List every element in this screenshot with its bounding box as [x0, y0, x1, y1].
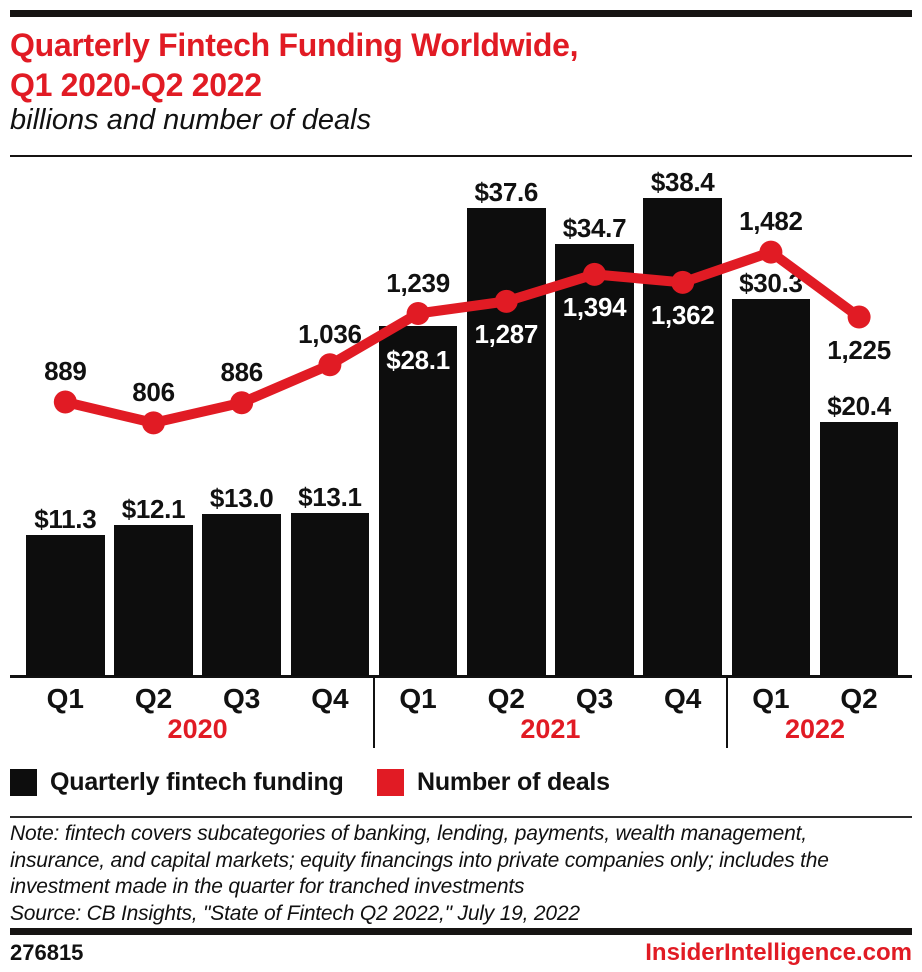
deals-value-label: 1,225 — [827, 335, 891, 366]
deals-point-0 — [53, 390, 77, 414]
deals-value-label: 1,239 — [386, 267, 450, 298]
deals-value-label: 1,036 — [298, 318, 362, 349]
note-line-2: insurance, and capital markets; equity f… — [10, 848, 829, 872]
deals-point-8 — [759, 240, 783, 264]
deals-line-chart — [53, 240, 871, 435]
funding-swatch-icon — [10, 768, 37, 796]
deals-point-2 — [230, 391, 254, 415]
funding-bar-q4-3 — [290, 512, 370, 676]
x-axis-label-q2-1: Q2 — [134, 683, 173, 714]
deals-point-3 — [318, 353, 342, 377]
deals-value-label: 806 — [132, 376, 175, 407]
deals-value-label: 1,394 — [562, 292, 627, 323]
funding-bar-q2-1 — [114, 525, 193, 676]
note-line-3: investment made in the quarter for tranc… — [10, 875, 525, 898]
x-axis-label-q4-3: Q4 — [311, 683, 349, 714]
deals-point-5 — [494, 289, 518, 313]
funding-value-label: $34.7 — [562, 212, 627, 243]
chart-title-line2: Q1 2020-Q2 2022 — [10, 67, 262, 103]
insider-intelligence-link[interactable]: InsiderIntelligence.com — [645, 939, 912, 966]
year-label-2022: 2022 — [784, 714, 846, 744]
year-label-2020: 2020 — [167, 714, 228, 744]
top-rule — [10, 10, 912, 17]
funding-value-label: $12.1 — [121, 494, 186, 525]
legend-item-funding: Quarterly fintech funding — [10, 768, 344, 796]
x-axis-label-q1-0: Q1 — [46, 683, 84, 714]
funding-value-label: $13.0 — [209, 483, 274, 514]
x-axis-label-q3-2: Q3 — [223, 683, 261, 714]
notes-divider — [10, 816, 912, 818]
footer-rule — [10, 928, 912, 935]
x-axis-label-q3-6: Q3 — [575, 683, 614, 714]
chart-plot-area: $11.3 $12.1 $13.0 $13.1 $28.1 $37.6 $34.7 $38.4… — [10, 160, 912, 748]
x-axis-label-q1-4: Q1 — [399, 683, 437, 714]
funding-value-label: $11.3 — [34, 504, 97, 535]
year-divider — [372, 676, 376, 748]
x-axis-label-q4-7: Q4 — [664, 683, 702, 714]
deals-point-9 — [847, 305, 871, 329]
funding-bar-q2-5 — [467, 207, 546, 676]
note-line-1: Note: fintech covers subcategories of ba… — [10, 822, 807, 845]
funding-value-label: $38.4 — [650, 166, 715, 197]
legend-label: Quarterly fintech funding — [50, 767, 344, 796]
deals-value-label: 886 — [220, 356, 263, 387]
notes-block: Note: fintech covers subcategories of ba… — [10, 821, 912, 927]
funding-bar-q3-2 — [202, 514, 281, 676]
deals-point-4 — [406, 302, 430, 326]
funding-bar-q1-4 — [378, 326, 458, 676]
chart-legend: Quarterly fintech funding Number of deals — [10, 768, 912, 798]
chart-subtitle: billions and number of deals — [10, 104, 372, 136]
deals-point-7 — [671, 270, 695, 294]
funding-bar-q3-6 — [555, 243, 634, 676]
x-axis-label-q1-8: Q1 — [752, 683, 790, 714]
source-line: Source: CB Insights, "State of Fintech Q… — [10, 901, 580, 925]
x-axis-line — [10, 675, 912, 678]
x-axis-label-q2-9: Q2 — [840, 683, 878, 714]
funding-bar-q1-8 — [731, 298, 811, 676]
header-divider — [10, 155, 912, 157]
chart-title-line1: Quarterly Fintech Funding Worldwide, — [10, 27, 579, 63]
deals-value-label: 1,287 — [474, 319, 539, 350]
funding-value-label: $20.4 — [827, 391, 891, 422]
funding-bar-q1-0 — [26, 535, 105, 676]
chart-id: 276815 — [10, 940, 84, 965]
year-label-2021: 2021 — [520, 714, 581, 744]
footer: 276815 InsiderIntelligence.com — [10, 939, 912, 967]
deals-point-6 — [583, 262, 606, 286]
deals-swatch-icon — [377, 768, 404, 796]
chart-title: Quarterly Fintech Funding Worldwide, Q1 … — [10, 25, 578, 105]
funding-value-label: $28.1 — [386, 345, 450, 376]
deals-value-label: 889 — [44, 355, 87, 386]
funding-value-label: $13.1 — [298, 481, 362, 512]
deals-value-label: 1,482 — [739, 206, 803, 237]
x-axis-label-q2-5: Q2 — [487, 683, 525, 714]
legend-label: Number of deals — [417, 767, 610, 796]
deals-line — [64, 247, 863, 428]
funding-value-label: $37.6 — [474, 176, 539, 207]
deals-value-label: 1,362 — [650, 300, 715, 331]
funding-bar-q2-9 — [819, 422, 899, 676]
deals-point-1 — [142, 411, 165, 435]
year-divider — [725, 676, 729, 748]
legend-item-deals: Number of deals — [377, 768, 610, 796]
